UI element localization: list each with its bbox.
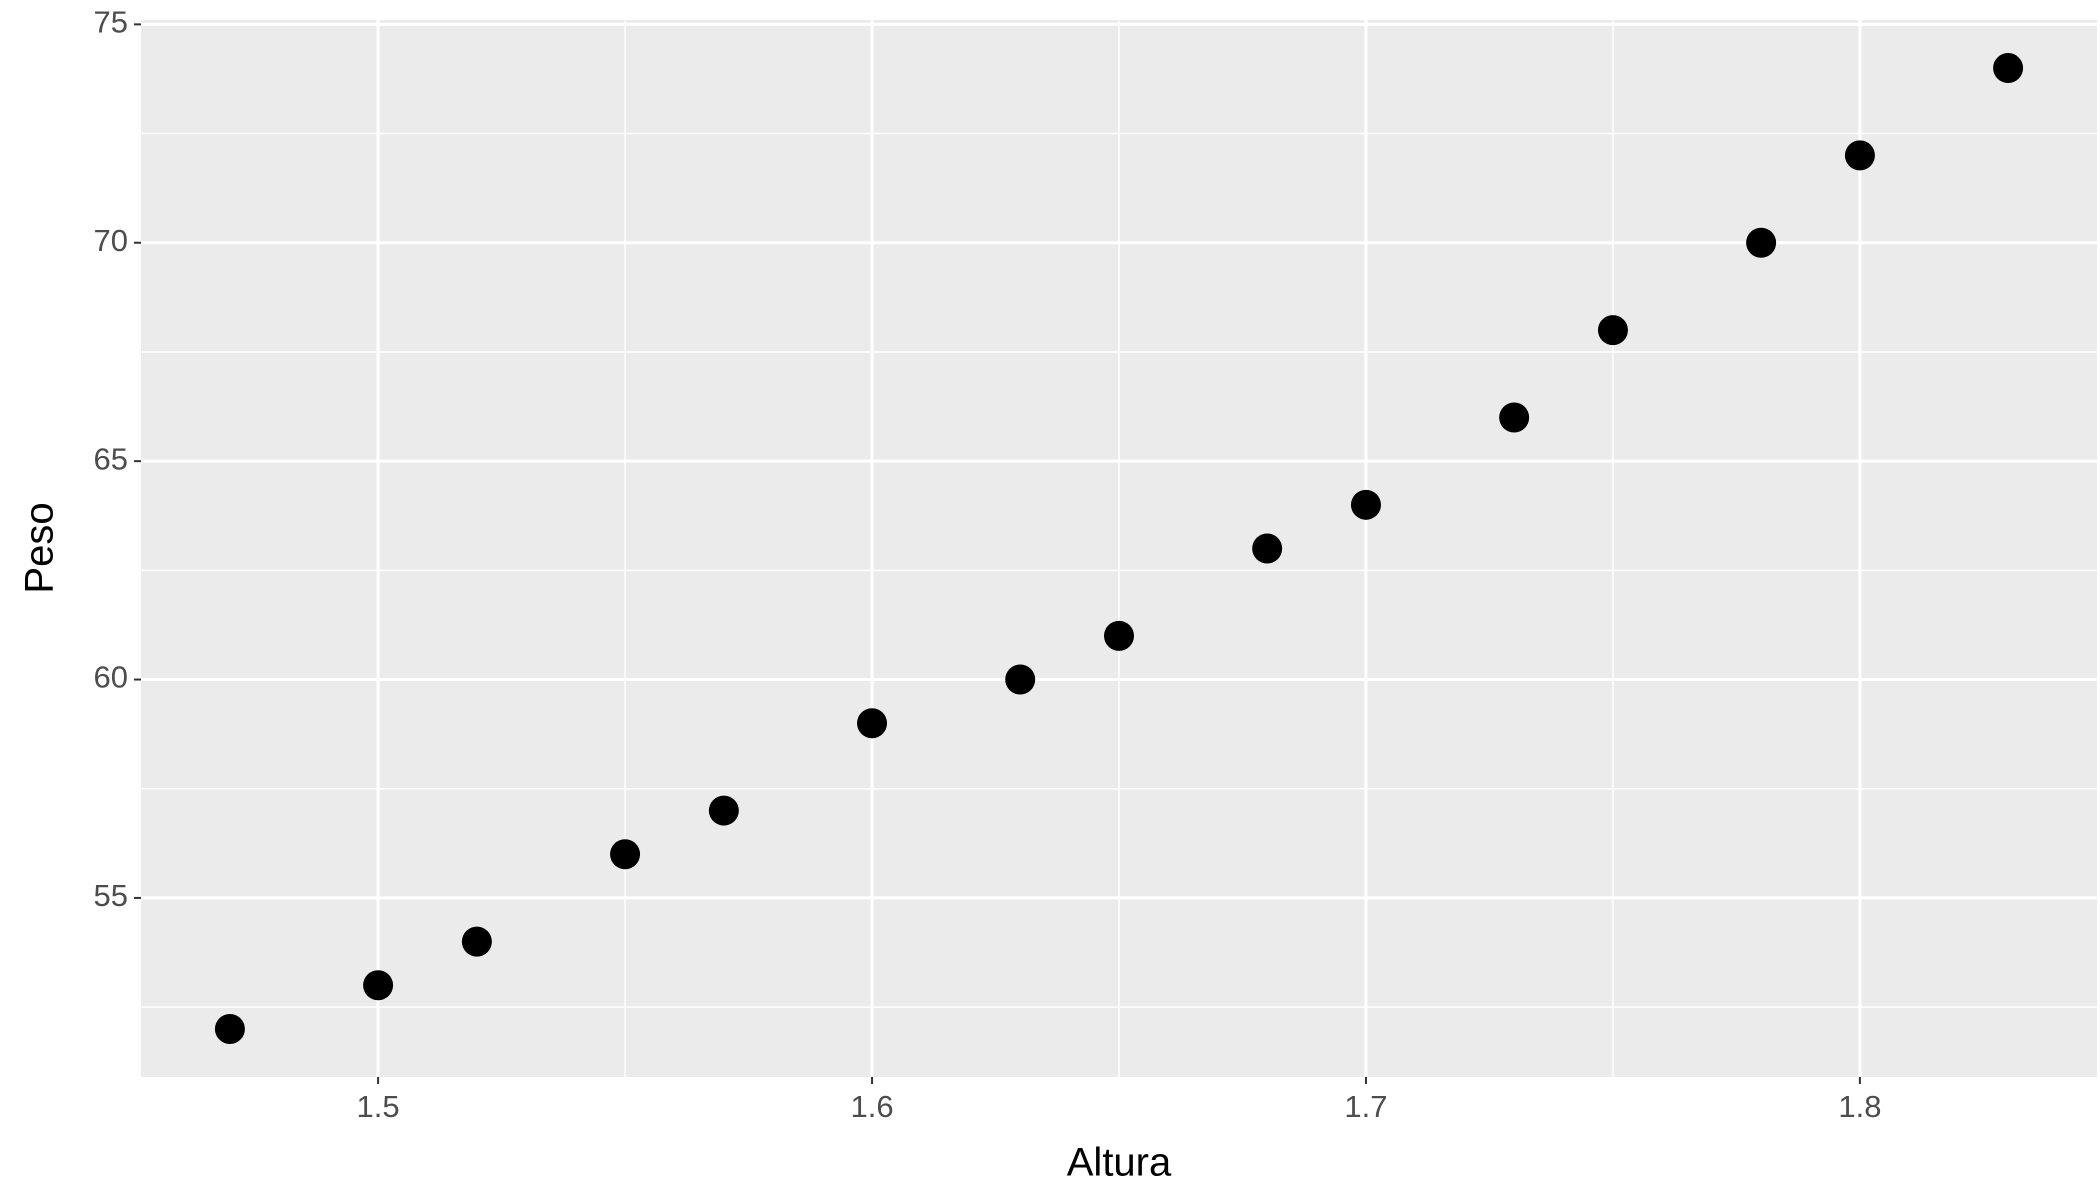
point — [708, 795, 739, 826]
x-tick-label: 1.5 — [357, 1089, 400, 1124]
point — [461, 926, 492, 957]
point — [1993, 53, 2024, 84]
y-tick-label: 70 — [94, 223, 128, 258]
point — [1350, 489, 1381, 520]
y-tick-label: 65 — [94, 441, 128, 476]
y-tick-label: 60 — [94, 660, 128, 695]
y-axis-title: Peso — [18, 502, 62, 593]
x-axis-title: Altura — [1067, 1141, 1172, 1185]
x-tick-label: 1.6 — [850, 1089, 893, 1124]
point — [1499, 402, 1530, 433]
point — [1597, 315, 1628, 346]
point — [1746, 227, 1777, 258]
x-tick-label: 1.7 — [1344, 1089, 1387, 1124]
point — [1104, 620, 1134, 651]
point — [1005, 664, 1036, 695]
y-tick-label: 75 — [94, 5, 128, 40]
point — [1844, 140, 1875, 171]
point — [214, 1013, 245, 1044]
x-tick-label: 1.8 — [1838, 1089, 1881, 1124]
point — [857, 708, 888, 739]
point — [363, 970, 394, 1001]
point — [610, 839, 641, 870]
point — [1252, 533, 1283, 564]
y-tick-label: 55 — [94, 878, 128, 913]
